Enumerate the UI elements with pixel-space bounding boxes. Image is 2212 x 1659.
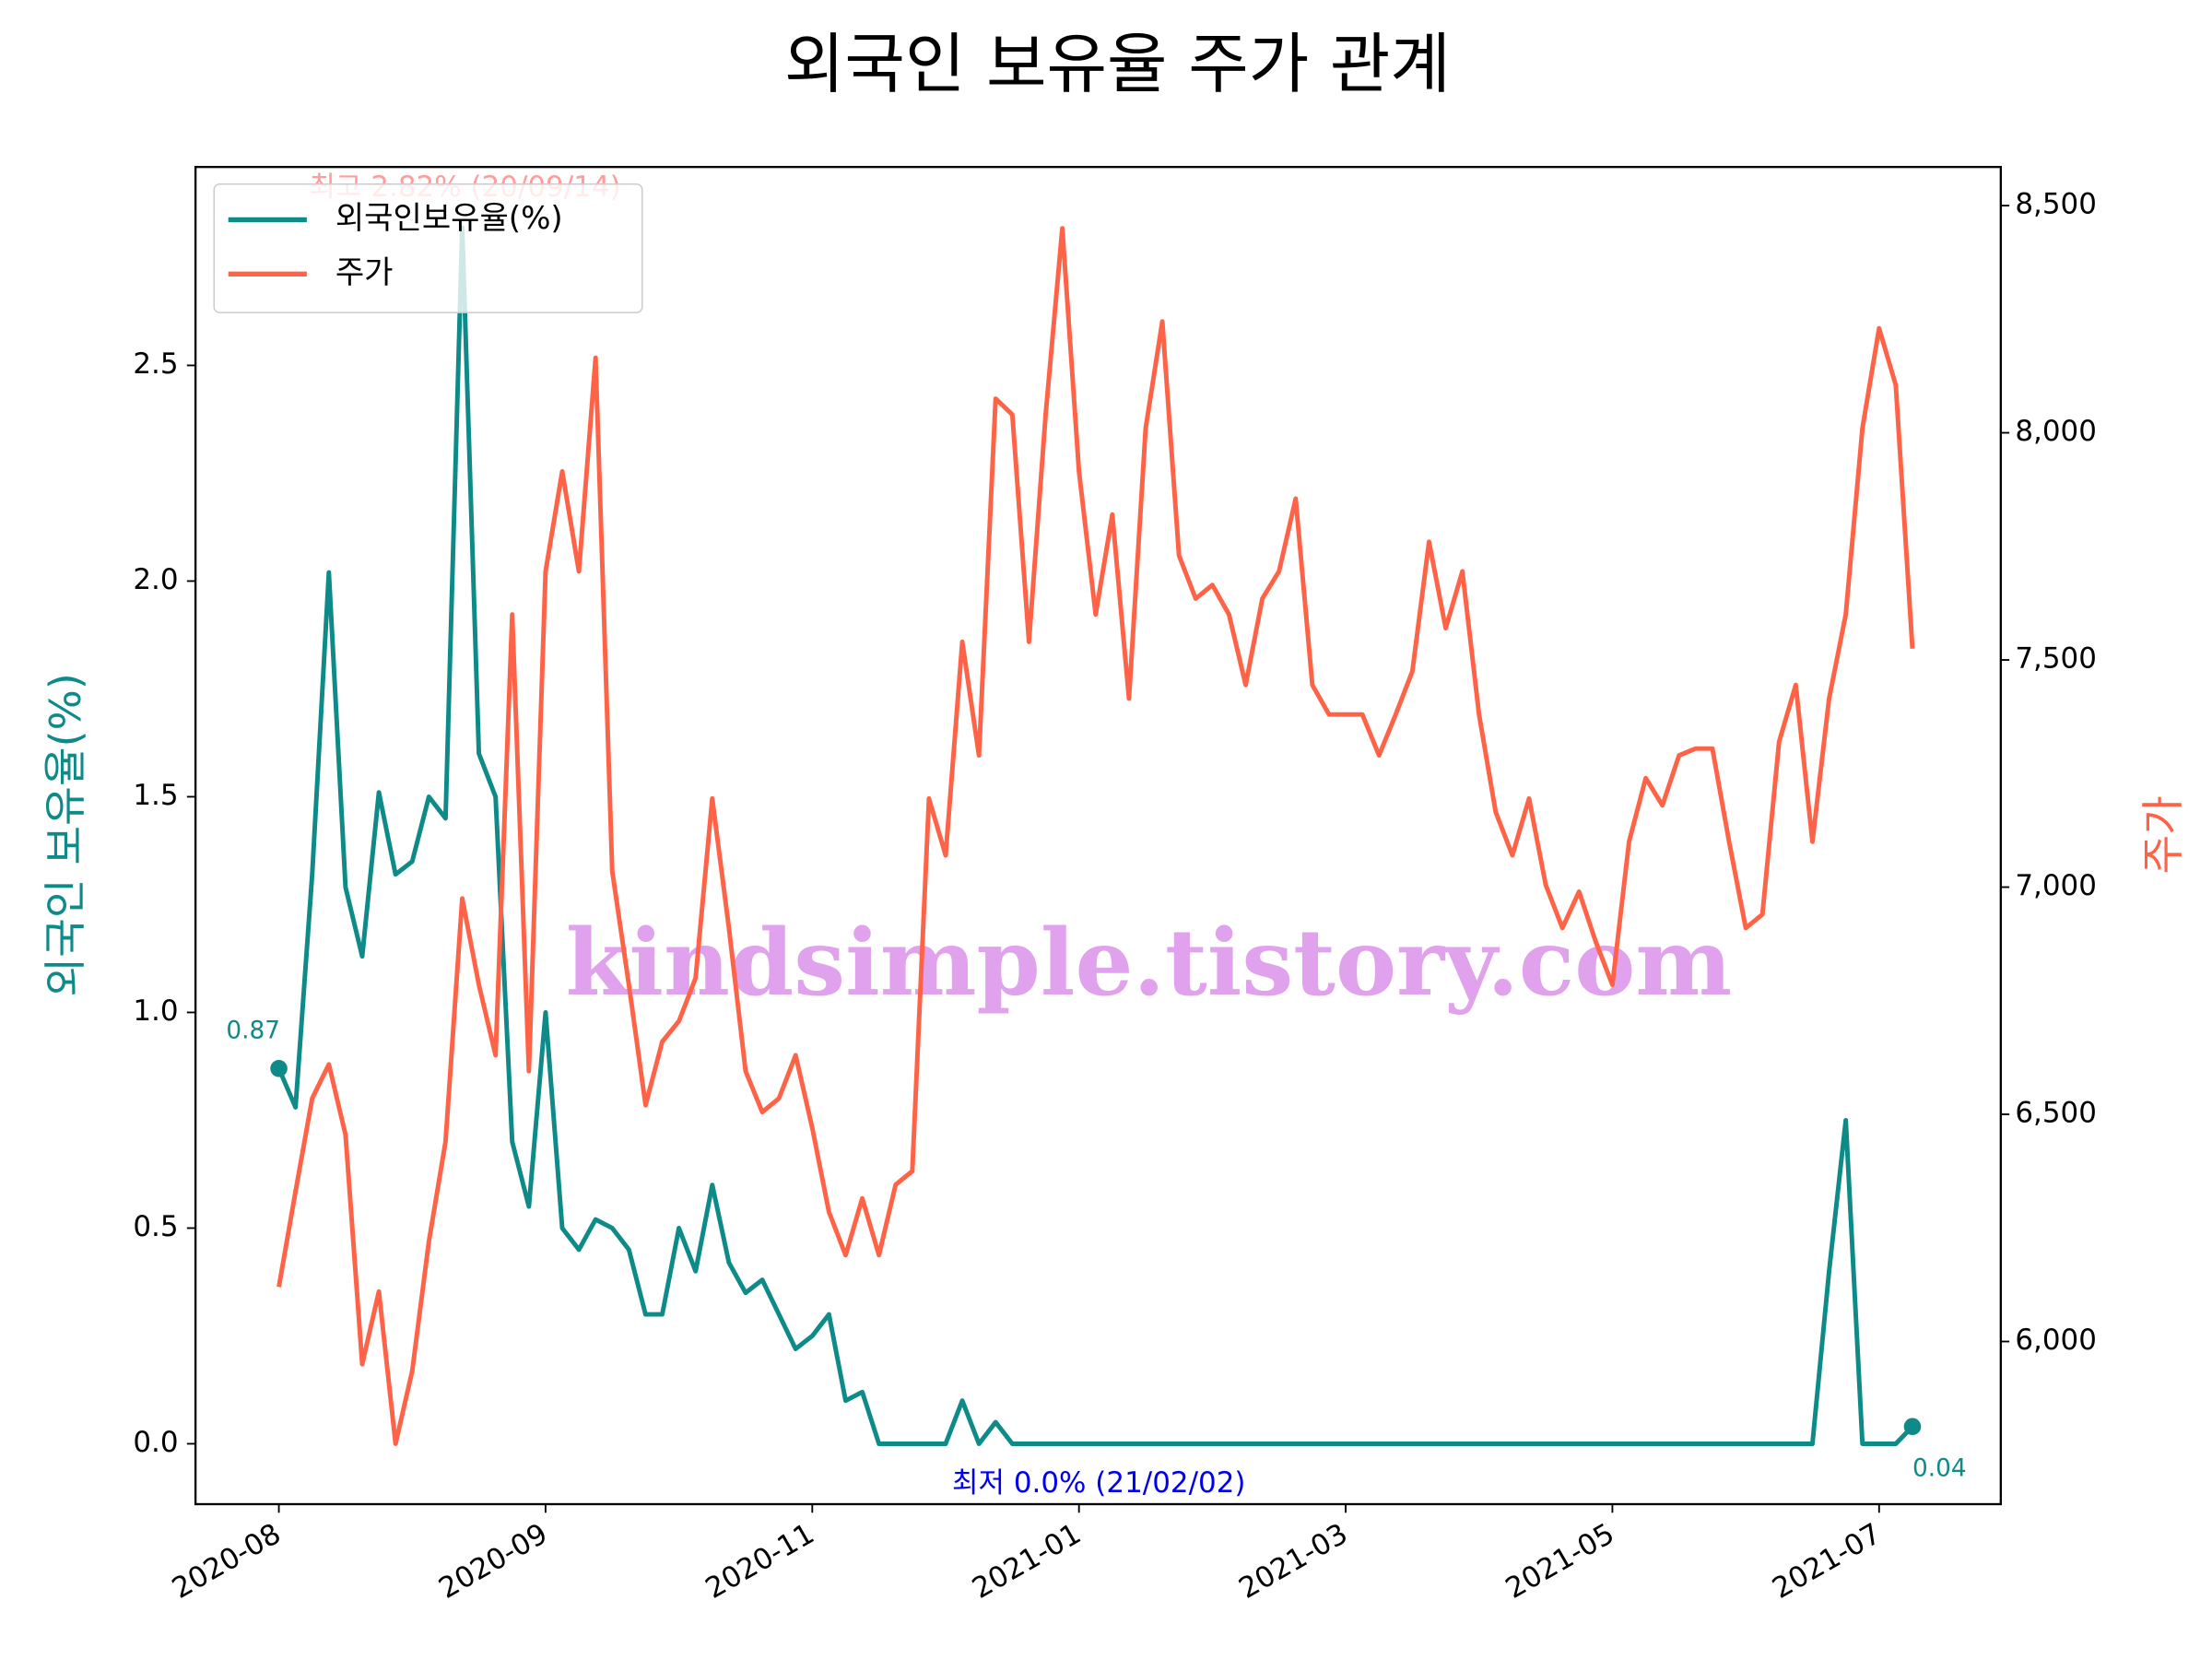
data-label: 0.87 (226, 1018, 280, 1045)
watermark: kindsimple.tistory.com (566, 910, 1732, 1017)
legend-box (213, 182, 643, 313)
data-label: 0.04 (1912, 1455, 1967, 1483)
y2-tick-label: 7,000 (2015, 869, 2097, 902)
y-tick-label: 1.0 (133, 994, 178, 1028)
y-tick-label: 2.5 (133, 347, 178, 381)
series-line (276, 225, 1914, 1446)
y-axis-label: 외국인 보유율(%) (41, 673, 90, 996)
annotation-min: 최저 0.0% (21/02/02) (952, 1466, 1245, 1500)
y2-axis-label: 주가 (2138, 795, 2188, 874)
y2-tick-label: 6,000 (2015, 1324, 2097, 1357)
y2-tick-label: 8,500 (2015, 188, 2097, 221)
legend-label: 주가 (335, 254, 394, 291)
end-marker (270, 1060, 288, 1077)
y-tick-label: 0.5 (133, 1210, 178, 1243)
plot-frame (194, 166, 2002, 1506)
series-line (276, 226, 1915, 1446)
end-marker (1903, 1418, 1922, 1436)
legend-label: 외국인보유율(%) (335, 200, 563, 237)
y-tick-label: 1.5 (133, 779, 178, 812)
y-tick-label: 0.0 (133, 1426, 178, 1459)
y2-tick-label: 7,500 (2015, 642, 2097, 676)
y2-tick-label: 8,000 (2015, 415, 2097, 448)
y-tick-label: 2.0 (133, 563, 178, 596)
chart-title: 외국인 보유율 주가 관계 (784, 26, 1451, 102)
y2-tick-label: 6,500 (2015, 1097, 2097, 1130)
